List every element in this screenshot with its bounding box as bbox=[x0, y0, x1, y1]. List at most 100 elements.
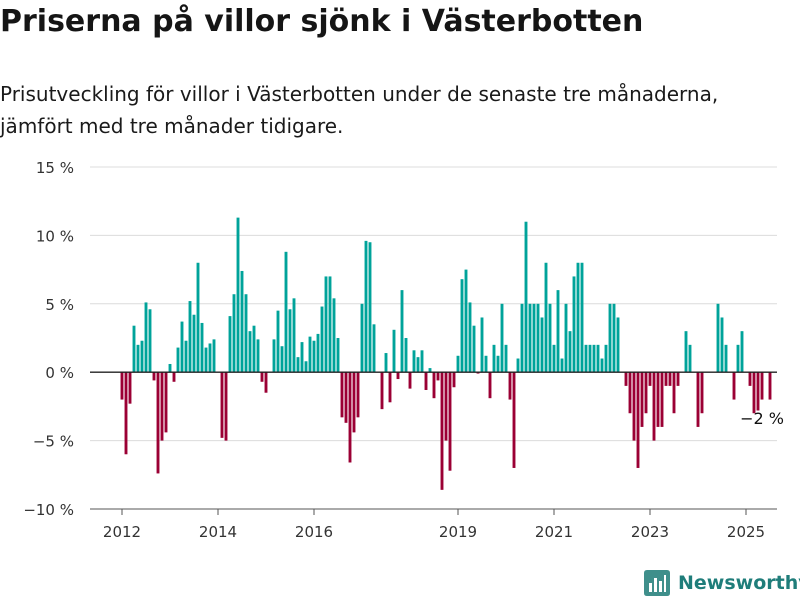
bar-positive bbox=[272, 339, 276, 373]
bar-negative bbox=[756, 372, 760, 411]
bar-positive bbox=[244, 294, 248, 373]
bar-positive bbox=[208, 343, 212, 373]
y-tick-label: −10 % bbox=[23, 501, 74, 519]
bar-negative bbox=[648, 372, 652, 386]
bar-positive bbox=[228, 316, 232, 373]
bar-positive bbox=[552, 344, 556, 373]
bar-positive bbox=[416, 357, 420, 373]
bar-negative bbox=[260, 372, 264, 382]
bar-positive bbox=[556, 290, 560, 373]
last-value-annotation: −2 % bbox=[740, 409, 784, 428]
bar-positive bbox=[600, 358, 604, 373]
bar-positive bbox=[400, 290, 404, 373]
bar-positive bbox=[592, 344, 596, 373]
bar-negative bbox=[768, 372, 772, 400]
bar-positive bbox=[308, 336, 312, 373]
bar-positive bbox=[492, 344, 496, 373]
bar-positive bbox=[184, 340, 188, 373]
bar-positive bbox=[688, 344, 692, 373]
bar-positive bbox=[500, 303, 504, 373]
bar-negative bbox=[628, 372, 632, 414]
bar-positive bbox=[740, 331, 744, 373]
bar-negative bbox=[748, 372, 752, 386]
bar-positive bbox=[140, 340, 144, 373]
bar-positive bbox=[144, 302, 148, 373]
bar-positive bbox=[136, 344, 140, 373]
bar-positive bbox=[616, 317, 620, 373]
bar-negative bbox=[436, 372, 440, 381]
bar-negative bbox=[644, 372, 648, 414]
bar-negative bbox=[344, 372, 348, 423]
bar-positive bbox=[364, 240, 368, 373]
bar-positive bbox=[428, 368, 432, 373]
x-tick-label: 2014 bbox=[199, 523, 237, 541]
bar-negative bbox=[664, 372, 668, 386]
bar-positive bbox=[168, 363, 172, 373]
bar-negative bbox=[660, 372, 664, 427]
bar-positive bbox=[568, 331, 572, 373]
bar-positive bbox=[332, 298, 336, 373]
bar-positive bbox=[296, 357, 300, 373]
bar-positive bbox=[532, 303, 536, 373]
bar-negative bbox=[124, 372, 128, 455]
bar-negative bbox=[636, 372, 640, 468]
bar-positive bbox=[496, 355, 500, 373]
bar-negative bbox=[172, 372, 176, 382]
bar-positive bbox=[544, 262, 548, 373]
x-tick-label: 2012 bbox=[103, 523, 141, 541]
bar-positive bbox=[256, 339, 260, 373]
bar-positive bbox=[304, 361, 308, 373]
bar-negative bbox=[448, 372, 452, 471]
bar-positive bbox=[460, 279, 464, 373]
bar-positive bbox=[472, 325, 476, 373]
bar-negative bbox=[348, 372, 352, 463]
bar-positive bbox=[720, 317, 724, 373]
bar-positive bbox=[200, 322, 204, 373]
bar-positive bbox=[372, 324, 376, 373]
bar-positive bbox=[320, 306, 324, 373]
newsworthy-logo-icon bbox=[644, 570, 670, 596]
bar-positive bbox=[724, 344, 728, 373]
bar-positive bbox=[456, 355, 460, 373]
bar-positive bbox=[148, 309, 152, 373]
bar-positive bbox=[612, 303, 616, 373]
bar-positive bbox=[232, 294, 236, 373]
bar-negative bbox=[356, 372, 360, 418]
bar-positive bbox=[176, 347, 180, 373]
bar-negative bbox=[128, 372, 132, 404]
x-tick-label: 2019 bbox=[439, 523, 477, 541]
bar-positive bbox=[248, 331, 252, 373]
y-tick-label: 0 % bbox=[45, 364, 74, 382]
bar-negative bbox=[424, 372, 428, 390]
bar-positive bbox=[536, 303, 540, 373]
bar-positive bbox=[684, 331, 688, 373]
bar-positive bbox=[528, 303, 532, 373]
bar-positive bbox=[504, 344, 508, 373]
bar-positive bbox=[204, 347, 208, 373]
bar-positive bbox=[560, 358, 564, 373]
bar-negative bbox=[452, 372, 456, 388]
bar-positive bbox=[596, 344, 600, 373]
bar-positive bbox=[236, 217, 240, 373]
bar-positive bbox=[240, 270, 244, 373]
bar-positive bbox=[324, 276, 328, 373]
x-tick-label: 2025 bbox=[727, 523, 765, 541]
bar-positive bbox=[484, 355, 488, 373]
bar-positive bbox=[280, 346, 284, 373]
bar-negative bbox=[440, 372, 444, 490]
bar-positive bbox=[716, 303, 720, 373]
bar-positive bbox=[252, 325, 256, 373]
bar-negative bbox=[432, 372, 436, 399]
bar-negative bbox=[672, 372, 676, 414]
bar-negative bbox=[220, 372, 224, 438]
bar-positive bbox=[288, 309, 292, 373]
bar-negative bbox=[624, 372, 628, 386]
bar-positive bbox=[360, 303, 364, 373]
bar-positive bbox=[188, 301, 192, 373]
bar-negative bbox=[444, 372, 448, 441]
bar-negative bbox=[352, 372, 356, 433]
bar-positive bbox=[312, 340, 316, 373]
bar-positive bbox=[316, 333, 320, 373]
bar-negative bbox=[700, 372, 704, 414]
bar-positive bbox=[132, 325, 136, 373]
